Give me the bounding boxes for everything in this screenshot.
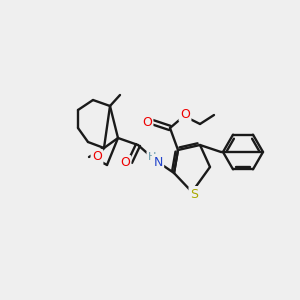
Text: O: O [92,151,102,164]
Text: O: O [142,116,152,128]
Text: H: H [148,152,156,162]
Text: O: O [120,157,130,169]
Text: S: S [190,188,198,200]
Text: N: N [153,155,163,169]
Text: O: O [180,107,190,121]
